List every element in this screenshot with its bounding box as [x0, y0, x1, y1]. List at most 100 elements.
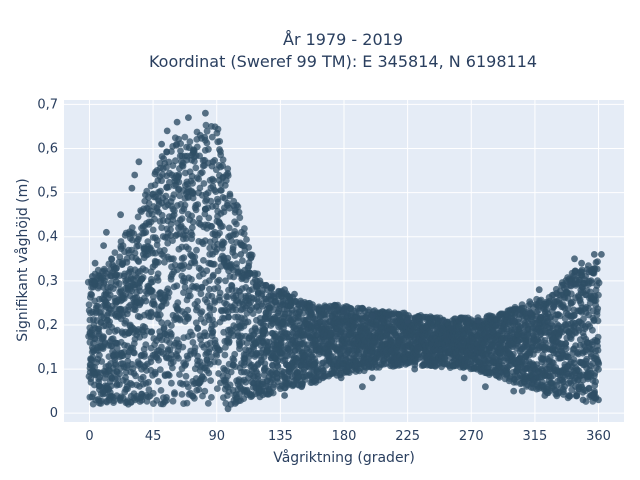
y-tick-label: 0,5 — [37, 186, 58, 201]
data-point — [594, 277, 601, 284]
data-point — [142, 228, 150, 236]
data-point — [142, 267, 150, 274]
data-point — [108, 255, 116, 263]
data-point — [309, 303, 317, 311]
data-point — [571, 255, 578, 263]
data-point — [135, 242, 143, 250]
data-point — [93, 358, 100, 366]
data-point — [173, 118, 181, 126]
data-point — [161, 246, 168, 254]
data-point — [236, 345, 243, 353]
data-point — [262, 329, 270, 337]
data-point — [198, 284, 206, 292]
data-point — [169, 364, 176, 372]
data-point — [214, 198, 222, 206]
data-point — [220, 208, 228, 216]
data-point — [243, 236, 250, 243]
data-point — [189, 218, 197, 226]
data-point — [226, 381, 234, 389]
data-point — [224, 170, 232, 177]
data-point — [157, 387, 165, 394]
data-point — [573, 392, 581, 400]
data-point — [209, 328, 217, 336]
data-point — [215, 358, 222, 366]
data-point — [222, 400, 230, 407]
data-point — [213, 352, 221, 359]
data-point — [172, 157, 179, 165]
data-point — [175, 354, 182, 362]
data-point — [136, 287, 144, 295]
data-point — [237, 291, 245, 299]
data-point — [214, 284, 222, 291]
y-tick-label: 0,7 — [37, 97, 58, 112]
data-point — [227, 368, 235, 376]
data-point — [168, 322, 175, 329]
data-point — [203, 127, 211, 135]
data-point — [151, 301, 158, 309]
data-point — [555, 311, 562, 318]
data-point — [185, 313, 192, 321]
data-point — [184, 383, 192, 391]
data-point — [135, 258, 143, 265]
data-point — [188, 276, 195, 283]
data-point — [224, 254, 232, 262]
x-tick-label: 135 — [268, 429, 293, 444]
data-point — [598, 251, 605, 258]
data-point — [165, 372, 173, 379]
data-point — [87, 290, 95, 298]
data-point — [232, 231, 240, 238]
data-point — [236, 214, 244, 222]
data-point — [176, 371, 183, 378]
data-point — [200, 180, 208, 187]
data-point — [221, 351, 229, 359]
data-point — [196, 152, 204, 160]
data-point — [269, 389, 277, 397]
data-point — [115, 280, 123, 287]
x-tick-label: 225 — [395, 429, 420, 444]
data-point — [203, 267, 211, 275]
data-point — [110, 397, 118, 405]
data-point — [192, 164, 200, 172]
data-point — [91, 259, 99, 267]
data-point — [252, 281, 260, 289]
data-point — [207, 377, 215, 384]
data-point — [117, 211, 124, 219]
data-point — [166, 346, 174, 354]
data-point — [196, 215, 203, 222]
data-point — [192, 206, 200, 214]
data-point — [154, 277, 162, 284]
data-point — [181, 133, 189, 141]
data-point — [211, 297, 219, 305]
data-point — [312, 358, 319, 366]
data-point — [594, 346, 602, 354]
data-point — [134, 213, 142, 221]
data-point — [248, 251, 256, 259]
data-point — [139, 274, 147, 281]
data-point — [156, 311, 164, 319]
data-point — [249, 310, 257, 317]
data-point — [235, 208, 243, 216]
data-point — [166, 178, 173, 186]
data-point — [312, 378, 320, 386]
y-tick-label: 0,3 — [37, 274, 58, 289]
data-point — [170, 191, 178, 199]
data-point — [254, 372, 262, 380]
data-point — [213, 245, 221, 253]
data-point — [156, 160, 164, 167]
data-point — [171, 390, 178, 398]
data-point — [195, 386, 203, 393]
data-point — [231, 350, 239, 358]
data-point — [189, 339, 197, 346]
data-point — [125, 303, 133, 310]
data-points — [84, 109, 605, 413]
data-point — [200, 375, 208, 383]
data-point — [193, 303, 201, 311]
data-point — [147, 358, 155, 366]
data-point — [94, 327, 102, 335]
data-point — [188, 331, 196, 339]
data-point — [592, 378, 599, 386]
data-point — [563, 345, 570, 352]
data-point — [319, 374, 327, 382]
data-point — [222, 277, 229, 285]
data-point — [208, 133, 216, 141]
